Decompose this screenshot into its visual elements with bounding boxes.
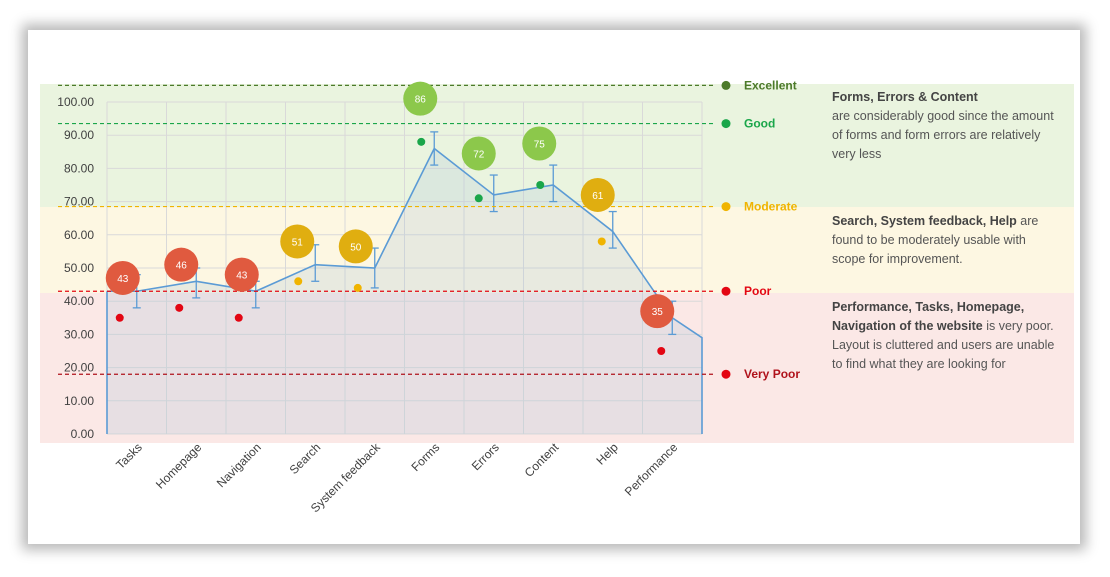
note-moderate: Search, System feedback, Help are found … [832, 212, 1062, 269]
comparison-dot [597, 237, 606, 246]
note-poor: Performance, Tasks, Homepage, Navigation… [832, 298, 1062, 374]
threshold-dot [721, 119, 731, 129]
score-bubble [105, 260, 140, 295]
y-tick-label: 0.00 [71, 427, 95, 441]
score-bubble [461, 136, 496, 171]
score-bubble [338, 229, 373, 264]
score-bubble [403, 81, 438, 116]
score-bubble-label: 86 [415, 95, 427, 106]
score-bubble-label: 51 [292, 237, 304, 248]
y-tick-label: 50.00 [64, 261, 94, 275]
comparison-dot [234, 313, 243, 322]
threshold-dot [721, 369, 731, 379]
comparison-dot [536, 181, 545, 189]
score-bubble [164, 247, 199, 282]
note-poor-text: is very poor. Layout is cluttered and us… [832, 319, 1055, 371]
score-bubble-label: 50 [350, 242, 362, 253]
x-tick-label: Tasks [113, 440, 145, 472]
note-good-text: are considerably good since the amount o… [832, 109, 1054, 161]
comparison-dot [417, 137, 426, 146]
threshold-label: Moderate [744, 200, 798, 214]
score-bubble-label: 43 [117, 274, 129, 285]
y-tick-label: 80.00 [64, 161, 94, 175]
threshold-label: Good [744, 117, 775, 131]
score-bubble [280, 224, 315, 259]
note-good-bold: Forms, Errors & Content [832, 90, 978, 104]
note-moderate-text: are found to be moderately usable with s… [832, 214, 1039, 266]
y-tick-label: 30.00 [64, 327, 94, 341]
comparison-dot [294, 277, 303, 286]
y-tick-label: 10.00 [64, 394, 94, 408]
threshold-dot [721, 202, 731, 212]
threshold-dot [721, 286, 731, 296]
x-tick-label: Homepage [153, 440, 205, 492]
x-tick-label: Errors [469, 440, 502, 473]
score-bubble-label: 43 [236, 271, 248, 282]
y-tick-label: 60.00 [64, 228, 94, 242]
x-tick-label: Navigation [214, 440, 264, 490]
y-tick-label: 20.00 [64, 361, 94, 375]
comparison-dot [474, 194, 483, 203]
note-moderate-bold: Search, System feedback, Help [832, 214, 1017, 228]
threshold-label: Very Poor [744, 367, 800, 381]
comparison-dot [175, 303, 184, 312]
score-bubble [224, 257, 259, 292]
x-tick-label: Forms [408, 440, 442, 474]
note-good: Forms, Errors & Content are considerably… [832, 88, 1062, 164]
score-bubble-label: 46 [176, 261, 188, 272]
score-bubble [640, 294, 675, 329]
note-poor-bold: Performance, Tasks, Homepage, Navigation… [832, 300, 1025, 333]
x-tick-label: Help [594, 440, 622, 468]
threshold-dot [721, 80, 731, 90]
moderate-band [40, 207, 1074, 293]
score-bubble-label: 61 [592, 191, 604, 202]
threshold-label: Poor [744, 284, 772, 298]
good-band [40, 84, 1074, 207]
y-tick-label: 90.00 [64, 128, 94, 142]
comparison-dot [353, 283, 362, 292]
comparison-dot [657, 347, 666, 355]
score-bubble [580, 177, 615, 212]
score-bubble-label: 72 [473, 149, 485, 160]
x-tick-label: Search [287, 440, 324, 477]
y-tick-label: 40.00 [64, 294, 94, 308]
y-tick-label: 70.00 [64, 195, 94, 209]
score-bubble-label: 35 [652, 307, 664, 318]
x-tick-label: Content [522, 440, 562, 480]
score-bubble-label: 75 [534, 140, 546, 151]
threshold-label: Excellent [744, 78, 797, 92]
comparison-dot [115, 313, 124, 322]
y-tick-label: 100.00 [57, 95, 94, 109]
x-tick-label: Performance [622, 440, 681, 499]
score-bubble [522, 126, 557, 161]
